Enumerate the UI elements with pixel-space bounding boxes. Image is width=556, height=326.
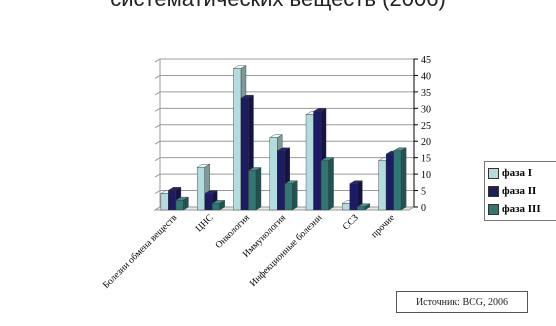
page-title: систематических веществ (2006) bbox=[0, 0, 556, 12]
legend-swatch-phase-2 bbox=[488, 185, 499, 197]
legend-label-phase-1: фаза I bbox=[502, 167, 533, 179]
y-tick-label: 45 bbox=[421, 55, 431, 66]
bar bbox=[175, 196, 190, 211]
gridline-side bbox=[154, 91, 161, 96]
gridline-side bbox=[154, 58, 161, 63]
y-tick-label: 10 bbox=[421, 170, 431, 181]
legend-item-phase-1: фаза I bbox=[488, 166, 532, 180]
bar bbox=[392, 147, 407, 211]
bar bbox=[284, 180, 298, 211]
gridline-side bbox=[154, 190, 161, 194]
bar bbox=[320, 157, 335, 211]
bar bbox=[356, 203, 371, 211]
gridline-side bbox=[154, 124, 161, 129]
bar bbox=[247, 167, 262, 211]
bar bbox=[211, 200, 226, 211]
x-category-label: Инфекционные болезни bbox=[248, 212, 325, 289]
category-labels: Болезни обмена веществ ЦНСОнкологияИммуно… bbox=[101, 212, 397, 291]
y-tick-label: 15 bbox=[421, 154, 431, 165]
gridline-side bbox=[154, 157, 161, 162]
y-tick-label: 30 bbox=[421, 104, 431, 115]
x-category-label: Болезни обмена веществ bbox=[101, 212, 180, 291]
legend-swatch-phase-3 bbox=[488, 203, 499, 215]
legend: фаза I фаза II фаза III bbox=[484, 161, 556, 221]
legend-label-phase-3: фаза III bbox=[502, 203, 541, 215]
y-tick-label: 5 bbox=[421, 187, 426, 198]
source-note: Источник: BCG, 2006 bbox=[396, 291, 528, 313]
gridline-side bbox=[154, 107, 161, 112]
y-tick-label: 0 bbox=[421, 203, 426, 214]
x-category-label: Онкология bbox=[214, 213, 252, 251]
y-tick-label: 25 bbox=[421, 121, 431, 132]
x-category-label: ССЗ bbox=[341, 213, 361, 233]
gridline-side bbox=[154, 140, 161, 145]
gridline-side bbox=[154, 75, 161, 79]
legend-swatch-phase-1 bbox=[488, 167, 499, 179]
x-category-label: прочие bbox=[370, 213, 397, 240]
x-category-label: ЦНС bbox=[194, 213, 215, 234]
legend-item-phase-3: фаза III bbox=[488, 202, 541, 216]
y-tick-label: 35 bbox=[421, 88, 431, 99]
y-axis: 0 5 10 15 20 25 30 35 40 45 bbox=[413, 55, 431, 214]
bars bbox=[160, 65, 407, 211]
gridline-side bbox=[154, 173, 161, 178]
legend-label-phase-2: фаза II bbox=[502, 185, 537, 197]
y-tick-label: 20 bbox=[421, 137, 431, 148]
legend-item-phase-2: фаза II bbox=[488, 184, 536, 198]
y-tick-label: 40 bbox=[421, 71, 431, 82]
